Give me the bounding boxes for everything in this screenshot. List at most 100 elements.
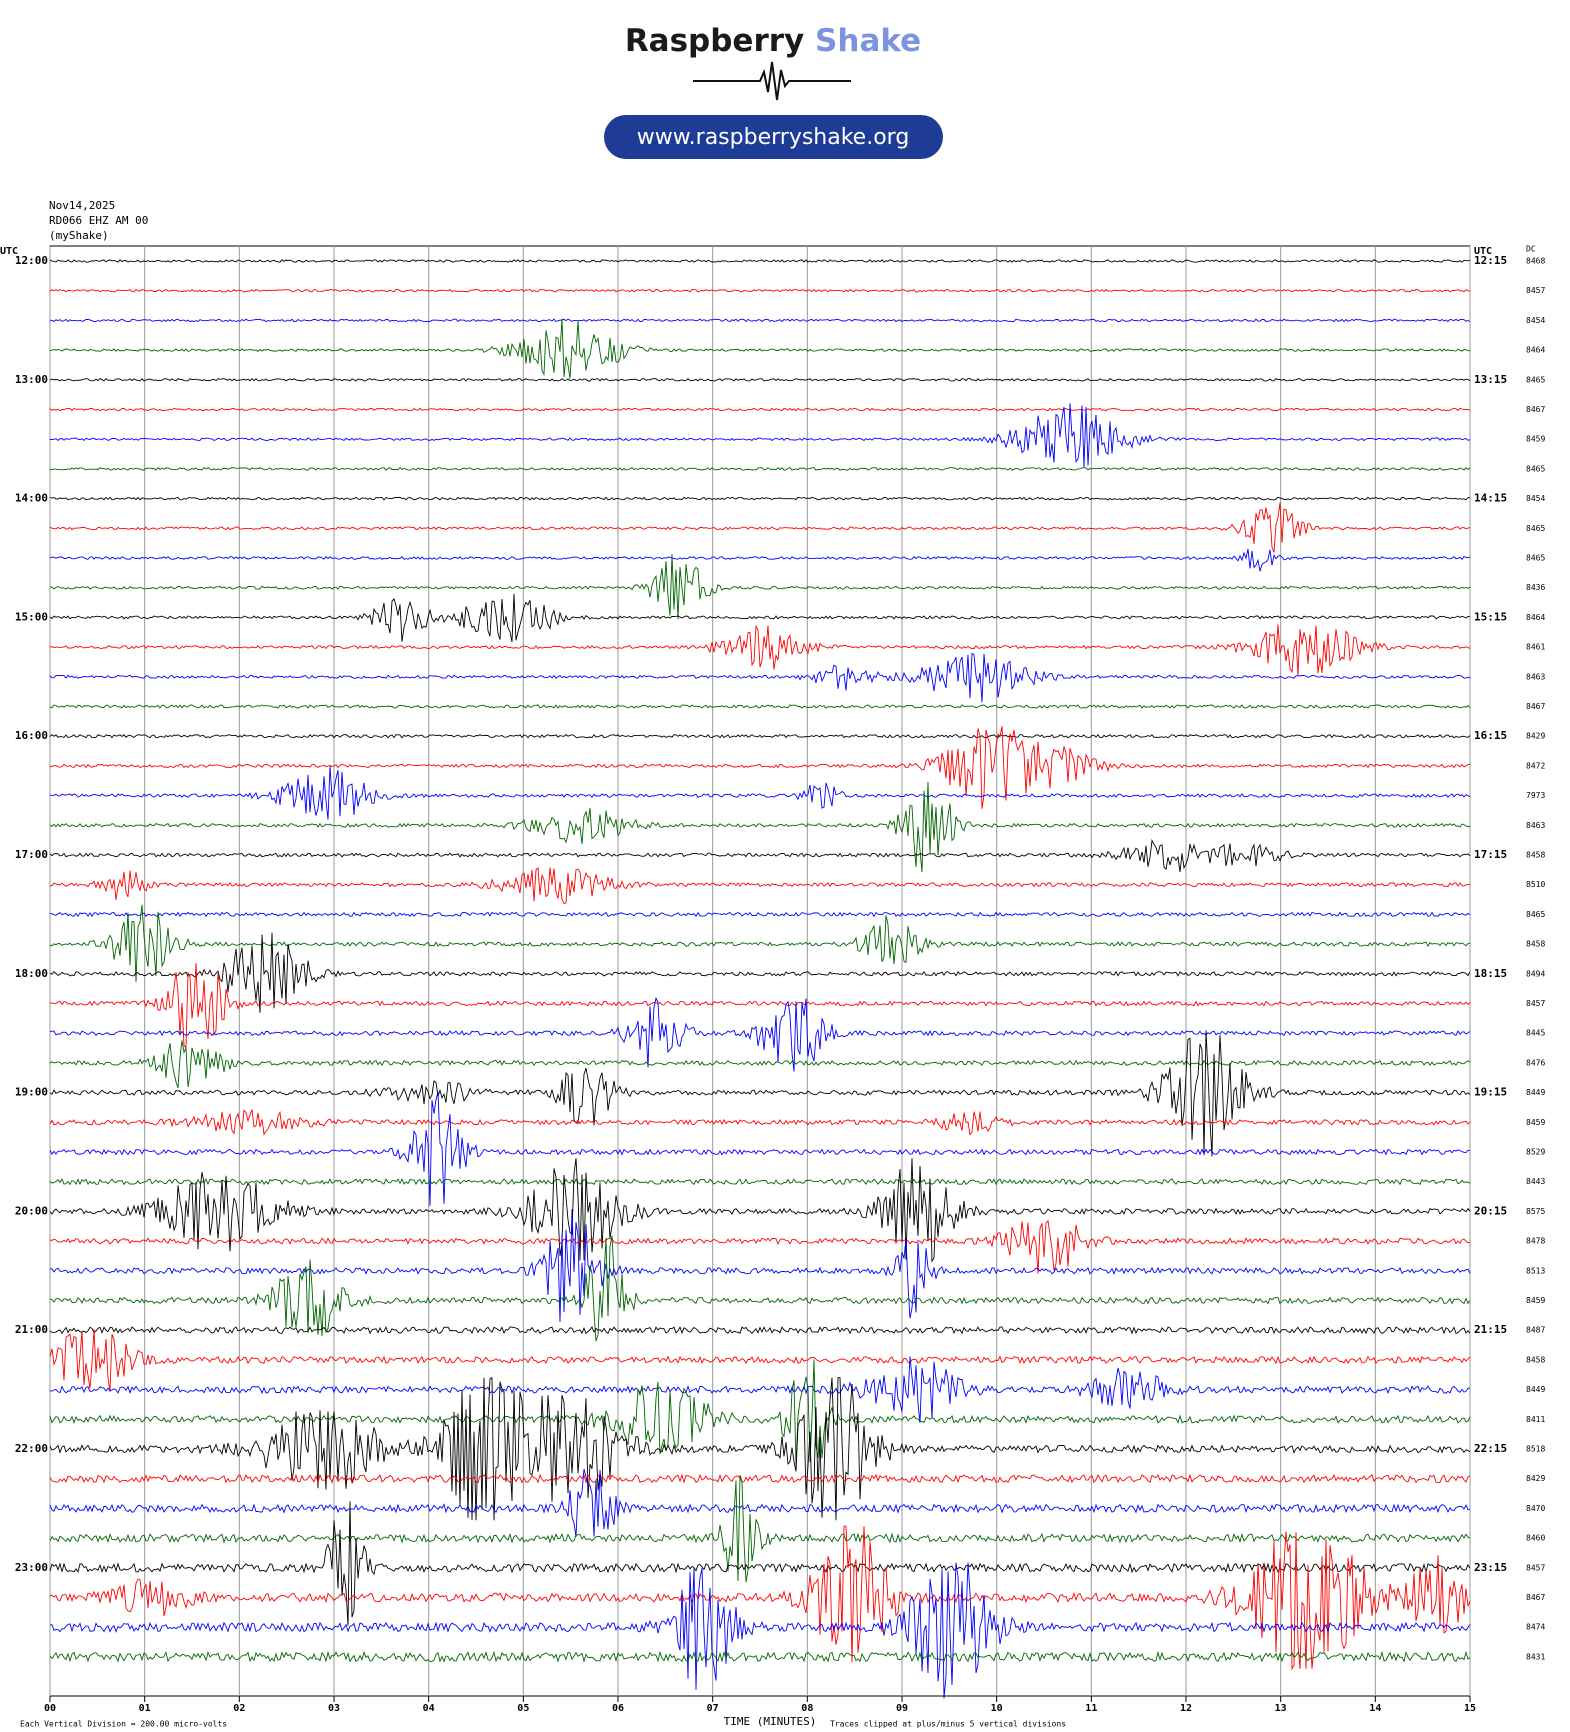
- station: RD066 EHZ AM 00: [49, 214, 148, 227]
- trace: [49, 1178, 1471, 1186]
- row-label-right: 23:15: [1474, 1561, 1507, 1574]
- row-label-right: 18:15: [1474, 967, 1507, 980]
- dc-value: 8431: [1526, 1652, 1545, 1661]
- dc-value: 8464: [1526, 613, 1545, 622]
- dc-value: 8449: [1526, 1088, 1545, 1097]
- dc-value: 7973: [1526, 791, 1545, 800]
- dc-value: 8478: [1526, 1237, 1545, 1246]
- trace: [49, 259, 1471, 263]
- trace: [49, 1235, 1471, 1342]
- dc-value: 8454: [1526, 316, 1545, 325]
- trace: [49, 1356, 1470, 1423]
- trace: [50, 318, 1471, 379]
- trace: [49, 1158, 1471, 1263]
- network: (myShake): [49, 229, 109, 242]
- url-pill[interactable]: [604, 115, 943, 159]
- trace: [49, 733, 1471, 739]
- trace: [49, 548, 1471, 572]
- row-label-right: 14:15: [1474, 492, 1507, 505]
- trace: [50, 1209, 1471, 1323]
- row-label-left: 16:00: [15, 729, 48, 742]
- url-text[interactable]: www.raspberryshake.org: [637, 125, 910, 150]
- trace: [49, 1091, 1471, 1206]
- row-label-right: 20:15: [1474, 1204, 1507, 1217]
- dc-value: 8463: [1526, 672, 1545, 681]
- trace: [49, 1525, 1471, 1671]
- trace: [49, 838, 1471, 872]
- trace: [49, 1474, 1471, 1583]
- row-label-right: 15:15: [1474, 610, 1507, 623]
- trace: [49, 502, 1471, 553]
- dc-value: 8459: [1526, 1118, 1545, 1127]
- dc-value: 8463: [1526, 821, 1545, 830]
- dc-value: 8518: [1526, 1445, 1545, 1454]
- trace: [49, 781, 1471, 873]
- dc-value: 8476: [1526, 1058, 1545, 1067]
- row-label-right: 21:15: [1474, 1323, 1507, 1336]
- trace: [49, 1650, 1471, 1663]
- dc-value: 8457: [1526, 286, 1545, 295]
- dc-value: 8449: [1526, 1385, 1545, 1394]
- row-label-left: 22:00: [15, 1442, 48, 1455]
- dc-value: 8468: [1526, 257, 1545, 266]
- dc-value: 8465: [1526, 554, 1545, 563]
- row-label-left: 19:00: [15, 1086, 48, 1099]
- row-label-right: 17:15: [1474, 848, 1507, 861]
- dc-value: 8472: [1526, 761, 1545, 770]
- row-label-left: 17:00: [15, 848, 48, 861]
- x-tick-label: 04: [423, 1703, 435, 1714]
- dc-value: 8458: [1526, 851, 1545, 860]
- dc-value: 8529: [1526, 1148, 1545, 1157]
- row-label-right: 13:15: [1474, 373, 1507, 386]
- dc-title: DC: [1526, 245, 1536, 254]
- dc-value: 8443: [1526, 1177, 1545, 1186]
- dc-value: 8474: [1526, 1623, 1545, 1632]
- x-tick-label: 10: [991, 1703, 1003, 1714]
- dc-value: 8458: [1526, 1355, 1545, 1364]
- dc-value: 8411: [1526, 1415, 1545, 1424]
- x-tick-label: 03: [328, 1703, 340, 1714]
- dc-value: 8445: [1526, 1029, 1545, 1038]
- dc-value: 8510: [1526, 880, 1545, 889]
- row-label-right: 19:15: [1474, 1086, 1507, 1099]
- dc-value: 8465: [1526, 910, 1545, 919]
- scale-note: Each Vertical Division = 200.00 micro-vo…: [20, 1720, 227, 1729]
- trace: [49, 1501, 1471, 1626]
- plot-frame: [49, 245, 1471, 1697]
- trace: [49, 1325, 1471, 1335]
- trace: [49, 996, 1471, 1072]
- row-label-right: 16:15: [1474, 729, 1507, 742]
- dc-value: 8465: [1526, 524, 1545, 533]
- x-tick-label: 15: [1464, 1703, 1476, 1714]
- trace: [49, 932, 1471, 1013]
- dc-value: 8464: [1526, 346, 1545, 355]
- trace: [49, 466, 1471, 471]
- trace: [49, 1329, 1471, 1392]
- x-tick-label: 09: [896, 1703, 908, 1714]
- logo-squiggle: [693, 61, 851, 101]
- trace: [49, 377, 1471, 382]
- trace: [49, 1473, 1471, 1484]
- dc-value: 8457: [1526, 999, 1545, 1008]
- row-label-right: 12:15: [1474, 254, 1507, 267]
- date: Nov14,2025: [49, 199, 115, 212]
- trace: [50, 403, 1471, 468]
- x-tick-label: 02: [233, 1703, 245, 1714]
- trace: [49, 593, 1470, 643]
- x-tick-label: 11: [1085, 1703, 1097, 1714]
- x-tick-label: 06: [612, 1703, 624, 1714]
- trace: [49, 726, 1470, 809]
- left-axis-title: UTC: [0, 246, 18, 257]
- trace: [49, 624, 1471, 676]
- dc-value: 8461: [1526, 643, 1545, 652]
- trace: [49, 288, 1471, 293]
- dc-value: 8470: [1526, 1504, 1545, 1513]
- trace: [49, 554, 1471, 620]
- x-tick-label: 07: [707, 1703, 719, 1714]
- row-label-left: 18:00: [15, 967, 48, 980]
- x-tick-label: 00: [44, 1703, 56, 1714]
- x-tick-label: 12: [1180, 1703, 1192, 1714]
- trace: [49, 704, 1471, 709]
- dc-value: 8429: [1526, 732, 1545, 741]
- trace: [49, 1562, 1471, 1699]
